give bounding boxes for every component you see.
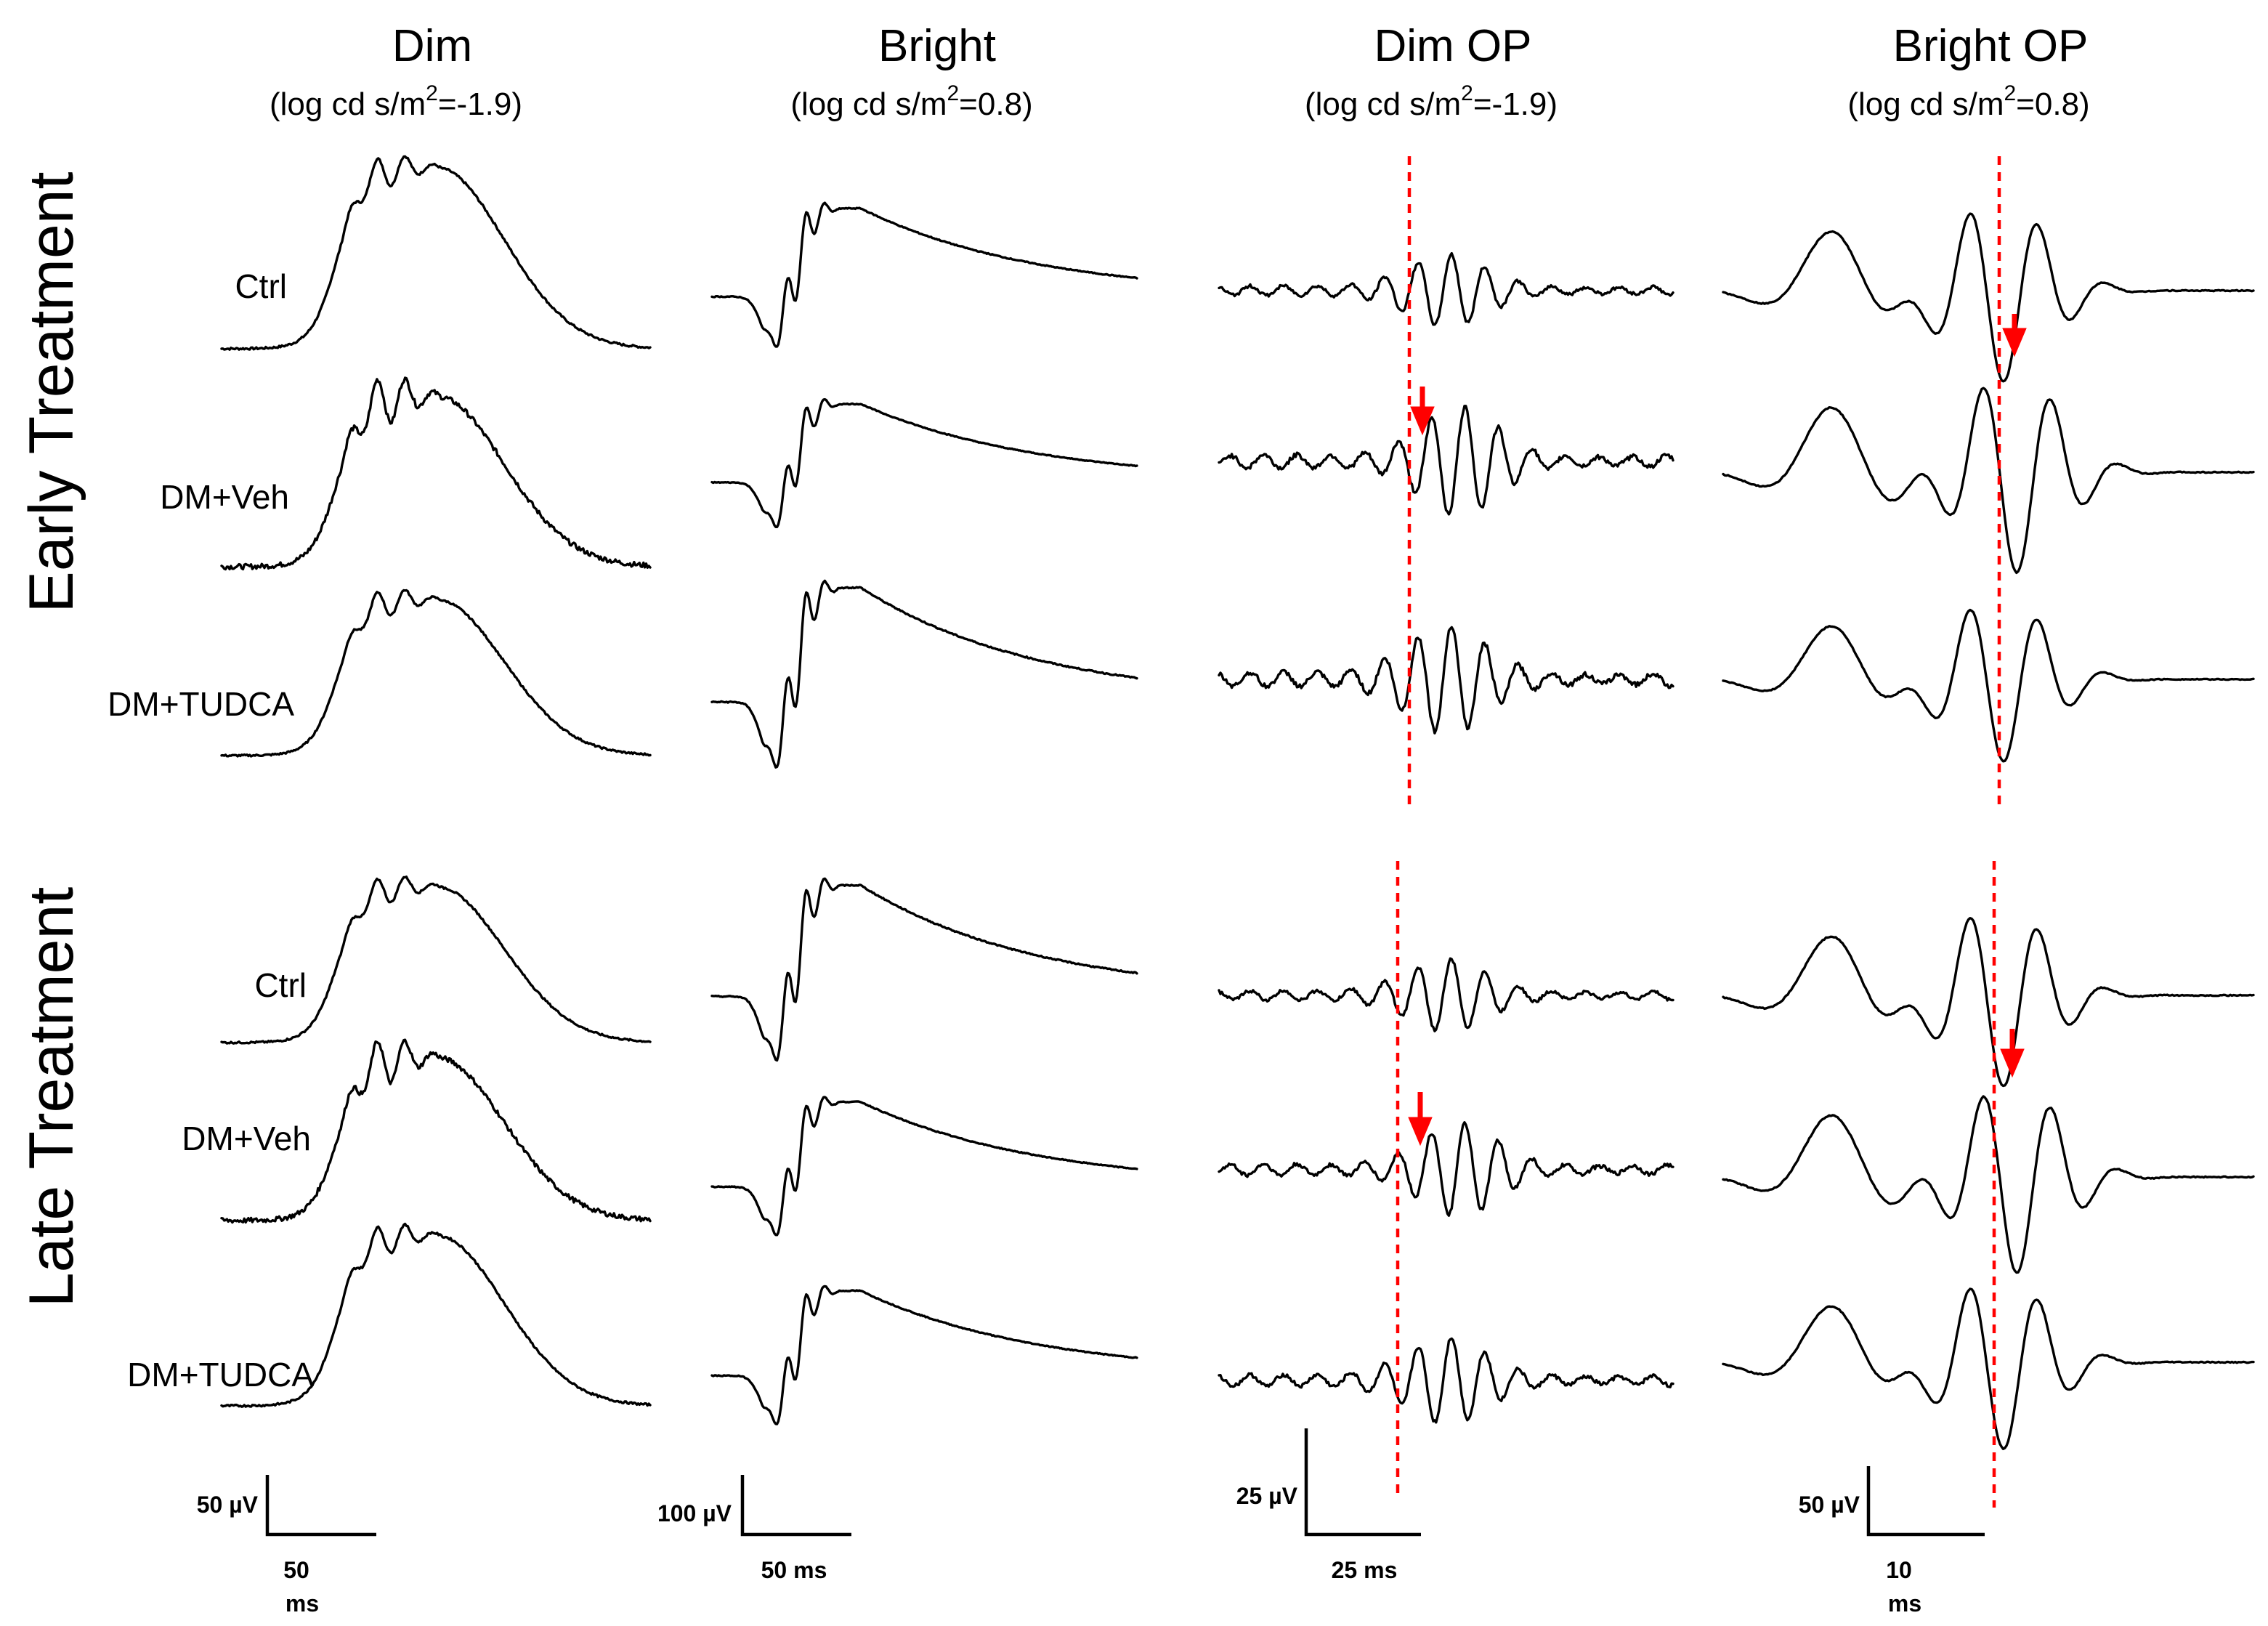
- column-headers: Dim (log cd s/m2=-1.9) Bright (log cd s/…: [270, 21, 2090, 122]
- col-subtitle-dim-op: (log cd s/m2=-1.9): [1305, 81, 1558, 122]
- trace-late-ctrl-bright: [710, 877, 1138, 1062]
- col-title-bright-op: Bright OP: [1893, 21, 2089, 71]
- scale-bar-bright-op-lines: [1866, 1466, 1985, 1537]
- group-label-late-dmveh: DM+Veh: [182, 1120, 311, 1157]
- trace-late-dmtudca-dim-op: [1218, 1337, 1674, 1424]
- trace-late-dmveh-dim-op: [1218, 1121, 1674, 1217]
- scale-bar-bright: 100 µV 50 ms: [657, 1475, 851, 1583]
- scale-bar-dim: 50 µV 50 ms: [197, 1475, 376, 1617]
- col-subtitle-bright: (log cd s/m2=0.8): [790, 81, 1032, 122]
- trace-late-dmtudca-dim: [220, 1222, 652, 1408]
- row-label-early: Early Treatment: [17, 171, 86, 612]
- reference-lines: [1396, 156, 2001, 1508]
- trace-early-ctrl-dim-op: [1218, 251, 1674, 326]
- col-title-dim: Dim: [392, 21, 472, 71]
- scale-bar-bright-op-x-label: 10: [1886, 1557, 1912, 1583]
- scale-bar-dim-y-label: 50 µV: [197, 1492, 259, 1518]
- group-label-late-ctrl: Ctrl: [254, 966, 307, 1004]
- arrow-late-bright-op: [2000, 1029, 2025, 1078]
- group-labels: Ctrl DM+Veh DM+TUDCA Ctrl DM+Veh DM+TUDC…: [108, 267, 314, 1394]
- trace-late-dmveh-dim: [220, 1038, 652, 1224]
- trace-early-dmveh-bright-op: [1722, 387, 2255, 575]
- scale-bar-dim-x-unit: ms: [285, 1590, 319, 1617]
- scale-bar-dim-x-label: 50: [283, 1557, 309, 1583]
- scale-bar-dim-op-x-label: 25 ms: [1332, 1557, 1398, 1583]
- group-label-late-dmtudca: DM+TUDCA: [127, 1356, 314, 1394]
- scale-bar-dim-lines: [265, 1475, 376, 1537]
- trace-late-dmtudca-bright-op: [1722, 1287, 2255, 1451]
- arrow-early-dim-op: [1410, 387, 1435, 436]
- trace-late-ctrl-dim-op: [1218, 957, 1674, 1032]
- row-label-late: Late Treatment: [17, 887, 86, 1308]
- trace-late-ctrl-bright-op: [1722, 916, 2255, 1088]
- scale-bar-bright-y-label: 100 µV: [657, 1500, 732, 1526]
- scale-bar-bright-op: 50 µV 10 ms: [1799, 1466, 1985, 1617]
- trace-early-ctrl-bright: [710, 201, 1138, 348]
- trace-early-dmveh-dim-op: [1218, 405, 1674, 516]
- delay-arrows: [1408, 314, 2027, 1146]
- scale-bar-dim-op-lines: [1304, 1428, 1421, 1537]
- trace-early-dmtudca-dim-op: [1218, 626, 1674, 735]
- trace-early-dmtudca-dim: [220, 588, 652, 758]
- trace-late-dmtudca-bright: [710, 1285, 1138, 1425]
- scale-bar-dim-op: 25 µV 25 ms: [1236, 1428, 1421, 1583]
- trace-early-ctrl-dim: [220, 155, 652, 351]
- trace-early-dmtudca-bright: [710, 579, 1138, 769]
- arrow-early-bright-op: [2002, 314, 2027, 357]
- group-label-early-dmtudca: DM+TUDCA: [108, 685, 294, 723]
- arrow-late-dim-op: [1408, 1092, 1433, 1146]
- waveform-traces: [220, 155, 2255, 1451]
- col-title-dim-op: Dim OP: [1374, 21, 1532, 71]
- col-title-bright: Bright: [878, 21, 996, 71]
- scale-bar-dim-op-y-label: 25 µV: [1236, 1483, 1298, 1509]
- col-subtitle-dim: (log cd s/m2=-1.9): [270, 81, 522, 122]
- trace-early-dmveh-dim: [220, 376, 652, 571]
- trace-late-dmveh-bright-op: [1722, 1095, 2255, 1274]
- group-label-early-ctrl: Ctrl: [235, 267, 287, 305]
- trace-early-dmveh-bright: [710, 397, 1138, 528]
- scale-bar-bright-lines: [740, 1475, 851, 1537]
- col-subtitle-bright-op: (log cd s/m2=0.8): [1847, 81, 2089, 122]
- group-label-early-dmveh: DM+Veh: [160, 478, 289, 516]
- trace-late-ctrl-dim: [220, 875, 652, 1045]
- trace-late-dmveh-bright: [710, 1096, 1138, 1237]
- trace-early-ctrl-bright-op: [1722, 212, 2255, 383]
- scale-bar-bright-x-label: 50 ms: [761, 1557, 827, 1583]
- trace-early-dmtudca-bright-op: [1722, 608, 2255, 763]
- scale-bar-bright-op-y-label: 50 µV: [1799, 1492, 1860, 1518]
- scale-bar-bright-op-x-unit: ms: [1888, 1590, 1921, 1617]
